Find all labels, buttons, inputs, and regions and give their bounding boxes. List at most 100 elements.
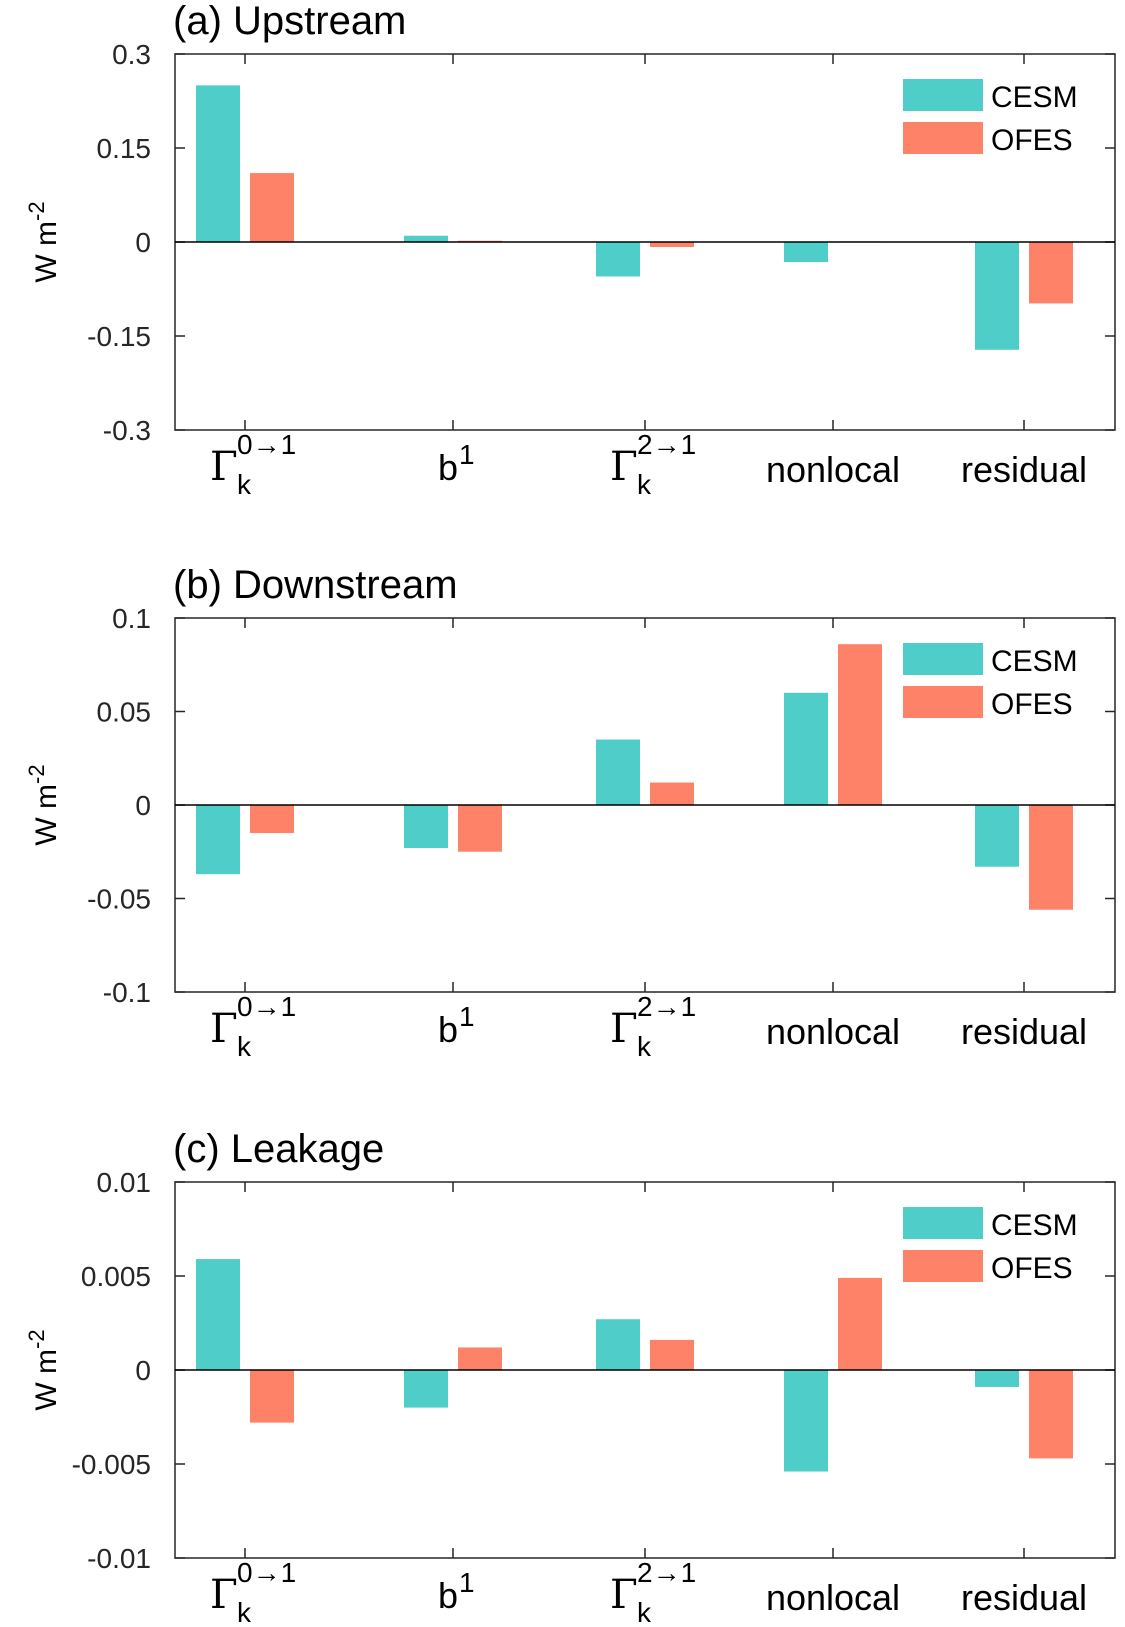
category-label-subscript: k: [637, 1597, 652, 1627]
bar-cesm-1: [196, 805, 240, 875]
category-label-nonlocal: nonlocal: [766, 1577, 900, 1618]
legend-label-ofes: OFES: [991, 688, 1073, 721]
bar-ofes-2: [458, 1347, 502, 1370]
legend-label-cesm: CESM: [991, 1209, 1078, 1242]
category-label-superscript: 0→1: [237, 991, 296, 1022]
y-tick-label: 0.005: [81, 1261, 151, 1292]
bar-ofes-3: [650, 242, 694, 248]
bar-cesm-3: [596, 242, 640, 277]
legend-label-ofes: OFES: [991, 124, 1073, 157]
y-tick-label: 0.3: [112, 39, 151, 70]
category-label-subscript: k: [237, 1597, 252, 1627]
legend-label-cesm: CESM: [991, 645, 1078, 678]
category-label-gamma-symbol: Γ: [610, 1572, 638, 1618]
panel-title: (c) Leakage: [173, 1127, 384, 1171]
category-label-nonlocal: nonlocal: [766, 449, 900, 490]
bar-cesm-4: [784, 692, 828, 805]
bar-cesm-3: [596, 1319, 640, 1370]
category-label-subscript: k: [637, 469, 652, 500]
y-tick-label: -0.1: [103, 977, 151, 1008]
bar-ofes-5: [1029, 1370, 1073, 1459]
category-label-b: b: [438, 1575, 458, 1616]
legend-label-cesm: CESM: [991, 81, 1078, 114]
bar-ofes-1: [250, 173, 294, 242]
panel-1: (a) Upstream -0.3 -0.15 0 0.15 0.3 W m-2 CESM OF…: [24, 0, 1116, 500]
y-tick-label: 0.1: [112, 603, 151, 634]
category-label-residual: residual: [961, 1011, 1087, 1052]
category-label-nonlocal: nonlocal: [766, 1011, 900, 1052]
y-tick-label: 0.15: [97, 133, 152, 164]
bar-ofes-1: [250, 1370, 294, 1423]
bar-cesm-1: [196, 1259, 240, 1370]
y-axis-label-exponent: -2: [24, 1329, 49, 1349]
category-label-b: b: [438, 447, 458, 488]
y-tick-label: -0.3: [103, 415, 151, 446]
y-axis-label-exponent: -2: [24, 764, 49, 784]
category-label-residual: residual: [961, 449, 1087, 490]
legend-swatch-ofes: [903, 122, 983, 154]
bar-cesm-3: [596, 739, 640, 805]
y-axis-label-base: W m: [30, 1349, 63, 1411]
legend-swatch-ofes: [903, 1250, 983, 1282]
category-label-subscript: k: [237, 469, 252, 500]
category-label-subscript: k: [237, 1031, 252, 1062]
bar-ofes-3: [650, 1339, 694, 1370]
bar-cesm-5: [975, 242, 1019, 350]
y-tick-label: 0.05: [97, 697, 152, 728]
y-tick-label: 0: [135, 227, 151, 258]
category-label-gamma-symbol: Γ: [610, 1006, 638, 1052]
y-tick-label: -0.01: [87, 1543, 151, 1574]
bar-ofes-2: [458, 805, 502, 852]
y-tick-label: -0.15: [87, 321, 151, 352]
bar-cesm-4: [784, 242, 828, 263]
category-label-gamma-symbol: Γ: [210, 1572, 238, 1618]
panel-3: (c) Leakage -0.01 -0.005 0 0.005 0.01 W m-2 CES…: [24, 1127, 1116, 1627]
bar-cesm-2: [404, 1370, 448, 1408]
y-axis-label: W m-2: [24, 1329, 63, 1410]
category-label-superscript: 2→1: [637, 429, 696, 460]
bar-cesm-5: [975, 805, 1019, 867]
category-label-superscript: 2→1: [637, 1557, 696, 1588]
category-label-superscript: 0→1: [237, 429, 296, 460]
y-axis-label: W m-2: [24, 764, 63, 845]
category-label-superscript: 1: [459, 439, 475, 470]
bar-ofes-4: [838, 1277, 882, 1370]
bar-cesm-2: [404, 235, 448, 242]
panel-title: (a) Upstream: [173, 0, 406, 43]
legend-swatch-cesm: [903, 79, 983, 111]
category-label-superscript: 1: [459, 1567, 475, 1598]
y-axis-label: W m-2: [24, 201, 63, 282]
legend-swatch-ofes: [903, 686, 983, 718]
y-tick-label: 0.01: [97, 1167, 152, 1198]
category-label-residual: residual: [961, 1577, 1087, 1618]
bar-ofes-5: [1029, 805, 1073, 910]
legend-label-ofes: OFES: [991, 1252, 1073, 1285]
legend-swatch-cesm: [903, 643, 983, 675]
bar-cesm-1: [196, 85, 240, 242]
y-tick-label: 0: [135, 1355, 151, 1386]
category-label-superscript: 0→1: [237, 1557, 296, 1588]
legend-swatch-cesm: [903, 1207, 983, 1239]
y-axis-label-base: W m: [30, 784, 63, 846]
bar-ofes-1: [250, 805, 294, 834]
panel-title: (b) Downstream: [173, 563, 458, 607]
y-tick-label: -0.05: [87, 884, 151, 915]
category-label-gamma-symbol: Γ: [210, 1006, 238, 1052]
category-label-gamma-symbol: Γ: [210, 444, 238, 490]
bar-cesm-4: [784, 1370, 828, 1472]
bar-ofes-5: [1029, 242, 1073, 304]
y-tick-label: 0: [135, 790, 151, 821]
bar-ofes-4: [838, 644, 882, 805]
category-label-b: b: [438, 1009, 458, 1050]
y-tick-label: -0.005: [72, 1449, 151, 1480]
